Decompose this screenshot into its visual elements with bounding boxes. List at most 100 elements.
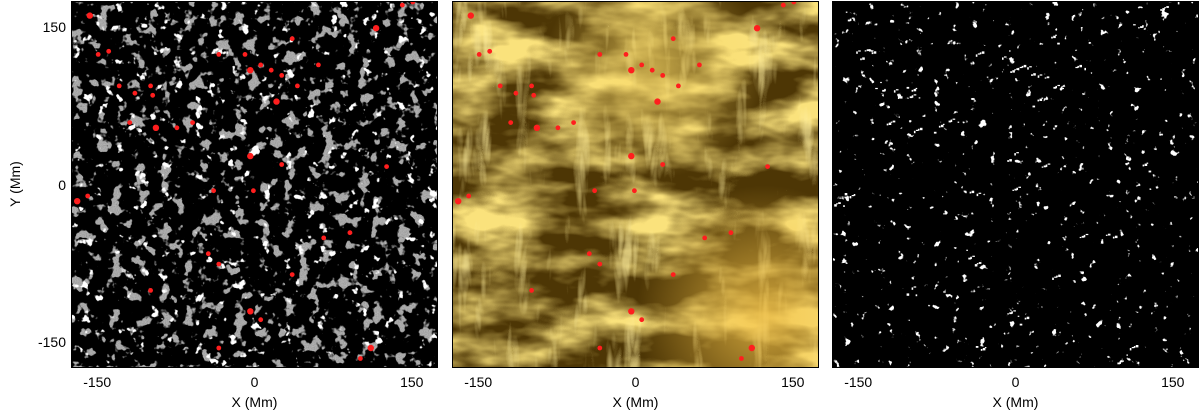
feature-mask-image: [833, 2, 1198, 367]
event-marker: [216, 345, 222, 351]
mask-feature: [849, 196, 852, 199]
event-marker: [86, 12, 93, 19]
mask-feature: [856, 51, 858, 54]
mask-feature: [897, 97, 900, 99]
event-marker: [670, 272, 676, 277]
y-tick-label: 0: [58, 176, 66, 193]
mask-feature: [1135, 345, 1139, 348]
mask-feature: [1017, 67, 1020, 71]
event-marker: [586, 251, 592, 257]
mask-feature: [1057, 84, 1060, 87]
event-marker: [497, 83, 503, 89]
x-tick-label: 0: [250, 374, 259, 390]
mask-feature: [917, 128, 920, 131]
mask-feature: [851, 17, 855, 19]
event-marker: [289, 36, 295, 42]
mask-feature: [847, 19, 851, 22]
event-marker: [533, 124, 541, 131]
mask-feature: [1007, 313, 1009, 315]
mask-feature: [892, 120, 896, 123]
mask-feature: [976, 193, 979, 197]
mask-feature: [836, 203, 838, 205]
mask-feature: [1012, 189, 1014, 191]
event-marker: [116, 83, 122, 89]
event-marker: [258, 62, 264, 68]
mask-feature: [1131, 347, 1135, 349]
x-tick-label: -150: [844, 374, 873, 390]
marker-layer-magnetogram: [74, 2, 416, 361]
event-marker: [268, 67, 274, 73]
event-marker: [258, 317, 264, 323]
mask-feature: [1062, 87, 1064, 90]
mask-feature: [957, 121, 960, 123]
event-marker: [739, 356, 744, 361]
mask-feature: [1017, 315, 1020, 317]
mask-feature: [1011, 58, 1014, 61]
event-marker: [697, 62, 702, 68]
event-marker: [632, 188, 637, 194]
y-axis-label: Y (Mm): [7, 161, 23, 207]
mask-feature: [1121, 360, 1124, 362]
mask-feature: [970, 256, 972, 260]
mask-feature: [906, 86, 910, 89]
event-marker: [384, 164, 389, 170]
x-axis-label: X (Mm): [231, 394, 278, 410]
event-marker: [529, 83, 534, 89]
mask-feature: [862, 57, 865, 60]
event-marker: [571, 120, 576, 125]
event-marker: [367, 344, 374, 352]
y-tick-label: 150: [42, 19, 66, 36]
mask-feature: [968, 257, 971, 260]
event-marker: [639, 62, 645, 68]
x-tick-label: -150: [83, 374, 112, 390]
event-marker: [753, 25, 761, 32]
mask-feature: [1041, 97, 1044, 99]
event-marker: [513, 90, 519, 96]
mask-feature: [1046, 76, 1050, 79]
mask-feature: [888, 122, 892, 125]
event-marker: [289, 272, 295, 277]
mask-feature: [977, 53, 981, 55]
mask-feature: [915, 129, 919, 131]
magnetogram-panel: [71, 1, 438, 368]
mask-feature: [948, 120, 952, 123]
mask-feature: [1018, 186, 1021, 188]
event-marker: [628, 152, 635, 160]
euv-panel: [452, 1, 819, 368]
mask-feature: [1133, 346, 1136, 348]
mask-feature: [909, 96, 913, 99]
mask-feature: [1007, 160, 1009, 162]
mask-feature: [1085, 233, 1089, 236]
mask-feature: [971, 190, 975, 194]
mask-feature: [845, 11, 848, 13]
mask-feature: [1004, 56, 1007, 58]
event-marker: [295, 83, 300, 89]
mask-feature: [853, 194, 856, 196]
event-marker: [85, 193, 91, 199]
mask-feature: [884, 88, 886, 92]
event-marker: [529, 288, 534, 293]
mask-feature: [975, 54, 978, 57]
event-marker: [597, 345, 603, 351]
x-tick-label: 0: [631, 374, 640, 390]
event-marker: [728, 230, 734, 236]
mask-feature: [1140, 26, 1143, 28]
mask-feature: [1142, 164, 1145, 167]
mask-feature: [966, 249, 968, 251]
mask-feature: [1177, 2, 1180, 5]
mask-feature: [1126, 354, 1128, 356]
mask-feature: [1133, 24, 1136, 26]
event-marker: [702, 235, 708, 241]
x-tick-label: 150: [400, 374, 424, 390]
x-axis-label: X (Mm): [612, 394, 659, 410]
event-marker: [106, 48, 112, 54]
event-marker: [597, 261, 603, 267]
mask-feature: [890, 121, 893, 123]
event-marker: [466, 193, 472, 199]
mask-feature: [843, 205, 845, 207]
x-tick-label: -150: [464, 374, 493, 390]
mask-feature: [1114, 235, 1118, 239]
mask-feature: [1033, 73, 1036, 76]
mask-feature: [1047, 163, 1051, 165]
mask-feature: [1055, 34, 1057, 36]
